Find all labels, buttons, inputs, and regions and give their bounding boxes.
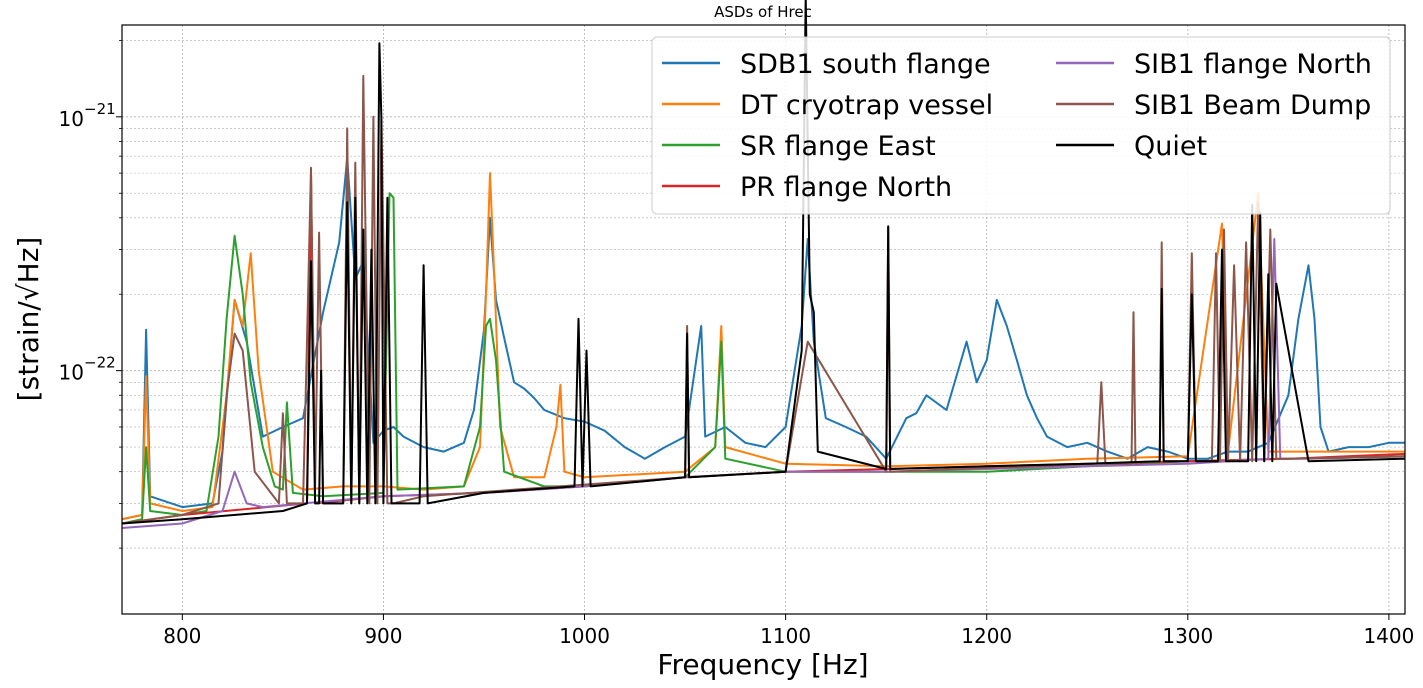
y-tick-label-base: 10 [59,107,84,131]
x-tick-label: 1000 [559,624,610,648]
x-tick-label: 800 [163,624,201,648]
series-lines [121,0,1406,529]
x-tick-label: 1400 [1363,624,1414,648]
y-tick-label-exponent: −22 [84,354,116,372]
y-tick-label-exponent: −21 [84,100,116,118]
legend-box [651,36,1391,215]
legend-entry-1: DT cryotrap vessel [740,90,993,121]
x-tick-label: 900 [364,624,402,648]
y-tick-label: 10 −21 [59,100,116,131]
x-tick-label: 1100 [760,624,811,648]
x-tick-label: 1300 [1162,624,1213,648]
chart-title: ASDs of Hrec [714,3,812,21]
x-tick-label: 1200 [961,624,1012,648]
series-line-2 [121,192,1406,525]
legend-entry-4: SIB1 flange North [1134,49,1372,80]
legend: SDB1 south flange DT cryotrap vessel SR fl… [651,36,1391,215]
legend-entry-3: PR flange North [740,172,952,203]
plot-frame [121,24,1406,615]
y-tick-label-base: 10 [59,361,84,385]
legend-entry-2: SR flange East [740,131,936,162]
x-axis-ticks: 800 900 1000 1100 1200 1300 1400 [163,614,1414,648]
y-tick-label: 10 −22 [59,354,116,385]
y-axis-label: [strain/√Hz] [12,237,45,402]
x-axis-label: Frequency [Hz] [657,648,868,681]
legend-entry-5: SIB1 Beam Dump [1134,90,1371,121]
legend-entry-0: SDB1 south flange [740,49,991,80]
legend-entry-6: Quiet [1134,131,1207,162]
series-line-6 [121,0,1406,525]
